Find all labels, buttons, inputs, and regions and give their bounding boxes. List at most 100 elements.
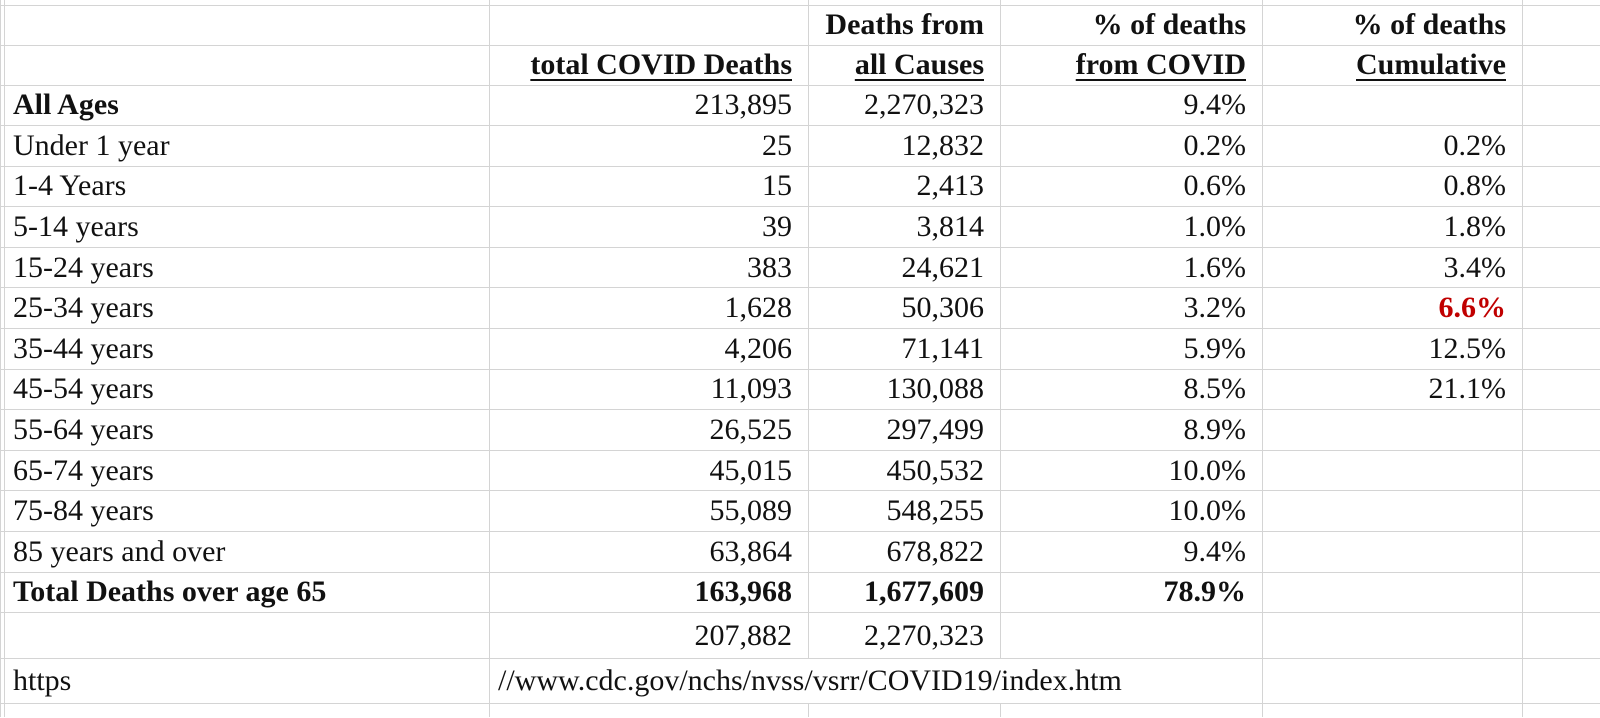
cell-empty xyxy=(1522,409,1600,451)
cell-covid-deaths[interactable]: 383 xyxy=(489,246,809,289)
cell-all-causes[interactable]: 130,088 xyxy=(808,368,1001,411)
cell-cumulative[interactable] xyxy=(1262,449,1523,492)
cell-covid-deaths[interactable]: 26,525 xyxy=(489,409,809,451)
table-row-65-74: 65-74 years 45,015 450,532 10.0% xyxy=(0,449,1600,492)
cell-all-causes[interactable]: 678,822 xyxy=(808,531,1001,573)
table-row-source: https //www.cdc.gov/nchs/nvss/vsrr/COVID… xyxy=(0,658,1600,705)
cell-covid-deaths[interactable]: 4,206 xyxy=(489,328,809,370)
cell-cumulative[interactable] xyxy=(1262,409,1523,451)
cell-empty[interactable] xyxy=(4,4,490,46)
cell-all-causes[interactable]: 297,499 xyxy=(808,409,1001,451)
cell-empty xyxy=(1522,658,1600,705)
cell-cumulative[interactable]: 12.5% xyxy=(1262,328,1523,370)
cell-age-label[interactable]: 5-14 years xyxy=(4,206,490,248)
cell-covid-deaths[interactable]: 45,015 xyxy=(489,449,809,492)
cell-covid-deaths[interactable]: 15 xyxy=(489,165,809,208)
cell-empty[interactable] xyxy=(4,44,490,86)
cell-pct-covid[interactable]: 8.5% xyxy=(1000,368,1263,411)
cell-age-label[interactable]: 85 years and over xyxy=(4,531,490,573)
cell-pct-covid[interactable]: 1.6% xyxy=(1000,246,1263,289)
cell-age-label[interactable]: 75-84 years xyxy=(4,490,490,533)
cell-cumulative[interactable]: 21.1% xyxy=(1262,368,1523,411)
cell-empty xyxy=(808,703,1001,717)
cell-all-causes[interactable]: 24,621 xyxy=(808,246,1001,289)
cell-all-causes[interactable]: 71,141 xyxy=(808,328,1001,370)
cell-empty[interactable] xyxy=(4,612,490,660)
cell-pct-covid[interactable]: 9.4% xyxy=(1000,531,1263,573)
header-cumulative-line1[interactable]: % of deaths xyxy=(1262,4,1523,46)
cell-age-label[interactable]: 35-44 years xyxy=(4,328,490,370)
cell-all-causes[interactable]: 450,532 xyxy=(808,449,1001,492)
cell-empty[interactable] xyxy=(1000,612,1263,660)
cell-covid-deaths[interactable]: 1,628 xyxy=(489,287,809,330)
cell-all-causes[interactable]: 12,832 xyxy=(808,125,1001,167)
table-row-all-ages: All Ages 213,895 2,270,323 9.4% xyxy=(0,84,1600,127)
cell-covid-deaths[interactable]: 39 xyxy=(489,206,809,248)
cell-age-label[interactable]: 15-24 years xyxy=(4,246,490,289)
cell-source-url[interactable]: //www.cdc.gov/nchs/nvss/vsrr/COVID19/ind… xyxy=(489,658,1263,705)
cell-pct-covid[interactable]: 3.2% xyxy=(1000,287,1263,330)
cell-cumulative[interactable] xyxy=(1262,84,1523,127)
header-total-covid-deaths[interactable]: total COVID Deaths xyxy=(489,44,809,86)
cell-age-label[interactable]: 65-74 years xyxy=(4,449,490,492)
cell-covid-deaths[interactable]: 55,089 xyxy=(489,490,809,533)
cell-cumulative[interactable] xyxy=(1262,490,1523,533)
cell-covid-deaths-total[interactable]: 207,882 xyxy=(489,612,809,660)
header-cumulative-line2[interactable]: Cumulative xyxy=(1262,44,1523,86)
cell-age-label[interactable]: 1-4 Years xyxy=(4,165,490,208)
cell-empty[interactable] xyxy=(489,4,809,46)
table-row-summary: 207,882 2,270,323 xyxy=(0,612,1600,660)
cell-covid-deaths[interactable]: 163,968 xyxy=(489,571,809,614)
cell-source-scheme[interactable]: https xyxy=(4,658,490,705)
cell-age-label[interactable]: All Ages xyxy=(4,84,490,127)
header-all-causes-line1[interactable]: Deaths from xyxy=(808,4,1001,46)
cell-cumulative-highlighted[interactable]: 6.6% xyxy=(1262,287,1523,330)
cell-all-causes-total[interactable]: 2,270,323 xyxy=(808,612,1001,660)
cell-empty xyxy=(1522,4,1600,46)
table-row-75-84: 75-84 years 55,089 548,255 10.0% xyxy=(0,490,1600,533)
cell-pct-covid[interactable]: 10.0% xyxy=(1000,490,1263,533)
cell-empty[interactable] xyxy=(1262,612,1523,660)
cell-covid-deaths[interactable]: 25 xyxy=(489,125,809,167)
cell-age-label[interactable]: Under 1 year xyxy=(4,125,490,167)
table-row-55-64: 55-64 years 26,525 297,499 8.9% xyxy=(0,409,1600,451)
cell-empty xyxy=(1522,328,1600,370)
cell-empty[interactable] xyxy=(1262,658,1523,705)
cell-cumulative[interactable]: 1.8% xyxy=(1262,206,1523,248)
header-pct-covid-line1[interactable]: % of deaths xyxy=(1000,4,1263,46)
cell-pct-covid[interactable]: 9.4% xyxy=(1000,84,1263,127)
cell-all-causes[interactable]: 548,255 xyxy=(808,490,1001,533)
cell-cumulative[interactable]: 3.4% xyxy=(1262,246,1523,289)
cell-pct-covid[interactable]: 0.2% xyxy=(1000,125,1263,167)
cell-all-causes[interactable]: 3,814 xyxy=(808,206,1001,248)
cell-cumulative[interactable]: 0.2% xyxy=(1262,125,1523,167)
cell-pct-covid[interactable]: 8.9% xyxy=(1000,409,1263,451)
cell-cumulative[interactable]: 0.8% xyxy=(1262,165,1523,208)
header-row-2: total COVID Deaths all Causes from COVID… xyxy=(0,44,1600,86)
cell-pct-covid[interactable]: 1.0% xyxy=(1000,206,1263,248)
header-row-1: Deaths from % of deaths % of deaths xyxy=(0,4,1600,46)
cell-covid-deaths[interactable]: 213,895 xyxy=(489,84,809,127)
cell-covid-deaths[interactable]: 63,864 xyxy=(489,531,809,573)
header-pct-covid-line2[interactable]: from COVID xyxy=(1000,44,1263,86)
cell-age-label[interactable]: Total Deaths over age 65 xyxy=(4,571,490,614)
cell-covid-deaths[interactable]: 11,093 xyxy=(489,368,809,411)
cell-age-label[interactable]: 45-54 years xyxy=(4,368,490,411)
cell-cumulative[interactable] xyxy=(1262,531,1523,573)
cell-empty xyxy=(1522,44,1600,86)
cell-pct-covid[interactable]: 0.6% xyxy=(1000,165,1263,208)
cell-age-label[interactable]: 25-34 years xyxy=(4,287,490,330)
header-all-causes-line2[interactable]: all Causes xyxy=(808,44,1001,86)
table-row-45-54: 45-54 years 11,093 130,088 8.5% 21.1% xyxy=(0,368,1600,411)
cell-age-label[interactable]: 55-64 years xyxy=(4,409,490,451)
cell-all-causes[interactable]: 50,306 xyxy=(808,287,1001,330)
cell-pct-covid[interactable]: 5.9% xyxy=(1000,328,1263,370)
cell-pct-covid[interactable]: 10.0% xyxy=(1000,449,1263,492)
cell-all-causes[interactable]: 2,413 xyxy=(808,165,1001,208)
cell-empty xyxy=(1522,125,1600,167)
cell-all-causes[interactable]: 2,270,323 xyxy=(808,84,1001,127)
cell-cumulative[interactable] xyxy=(1262,571,1523,614)
cell-all-causes[interactable]: 1,677,609 xyxy=(808,571,1001,614)
cell-pct-covid[interactable]: 78.9% xyxy=(1000,571,1263,614)
